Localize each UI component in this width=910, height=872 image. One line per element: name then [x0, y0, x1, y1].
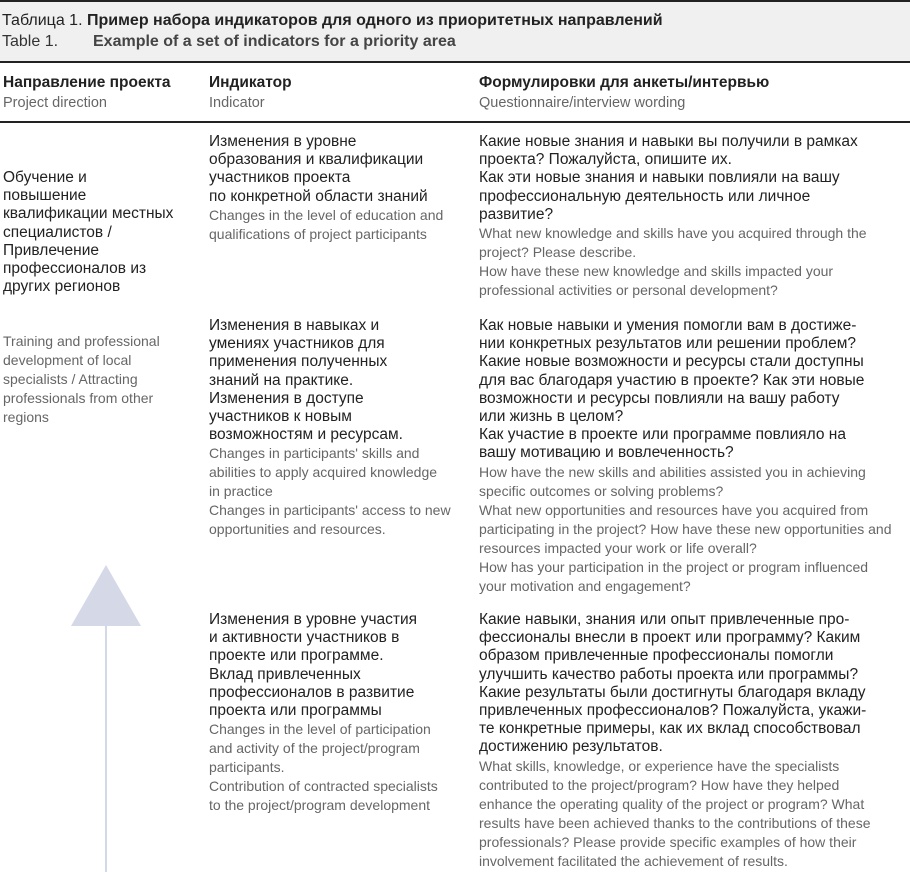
indicator-ru: Изменения в уровне участия и активности …	[209, 611, 418, 720]
header-divider	[0, 121, 910, 123]
table-caption: Таблица 1. Пример набора индикаторов для…	[0, 0, 910, 63]
questions-en: What new knowledge and skills have you a…	[479, 225, 867, 299]
header-en: Indicator	[209, 95, 265, 112]
header-en: Project direction	[3, 95, 107, 112]
caption-en-title: Example of a set of indicators for a pri…	[93, 33, 456, 50]
indicator-cell: Изменения в уровне участия и активности …	[209, 611, 438, 815]
caption-ru-label: Таблица 1.	[2, 12, 83, 29]
indicator-cell: Изменения в навыках и умениях участников…	[209, 317, 451, 539]
caption-en-label: Table 1.	[2, 33, 59, 50]
indicator-en: Changes in the level of education and qu…	[209, 206, 444, 242]
up-arrow-icon	[71, 565, 141, 626]
indicator-ru: Изменения в уровне образования и квалифи…	[209, 133, 428, 205]
indicator-ru: Изменения в навыках и умениях участников…	[209, 317, 403, 444]
header-ru: Направление проекта	[3, 74, 171, 91]
header-ru: Индикатор	[209, 74, 292, 91]
questions-en: What skills, knowledge, or experience ha…	[479, 757, 871, 869]
indicator-cell: Изменения в уровне образования и квалифи…	[209, 133, 443, 244]
arrow-shaft	[105, 626, 107, 872]
header-ru: Формулировки для анкеты/интервью	[479, 74, 770, 91]
direction-ru: Обучение и повышение квалификации местны…	[3, 169, 174, 296]
direction-cell: Обучение и повышение квалификации местны…	[3, 133, 173, 445]
header-indicator: Индикатор Indicator	[209, 74, 292, 113]
direction-en: Training and professional development of…	[3, 333, 160, 426]
questions-cell: Какие новые знания и навыки вы получили …	[479, 133, 867, 300]
questions-ru: Какие новые знания и навыки вы получили …	[479, 133, 858, 223]
caption-ru-title: Пример набора индикаторов для одного из …	[86, 12, 663, 29]
questions-cell: Как новые навыки и умения помогли вам в …	[479, 317, 891, 596]
indicator-en: Changes in participants' skills and abil…	[209, 445, 451, 538]
header-en: Questionnaire/interview wording	[479, 95, 686, 112]
indicator-en: Changes in the level of participation an…	[209, 721, 438, 814]
questions-en: How have the new skills and abilities as…	[479, 463, 892, 594]
questions-cell: Какие навыки, знания или опыт привлеченн…	[479, 611, 870, 871]
questions-ru: Какие навыки, знания или опыт привлеченн…	[479, 611, 867, 756]
header-questions: Формулировки для анкеты/интервью Question…	[479, 74, 769, 113]
header-direction: Направление проекта Project direction	[3, 74, 171, 113]
questions-ru: Как новые навыки и умения помогли вам в …	[479, 317, 865, 462]
